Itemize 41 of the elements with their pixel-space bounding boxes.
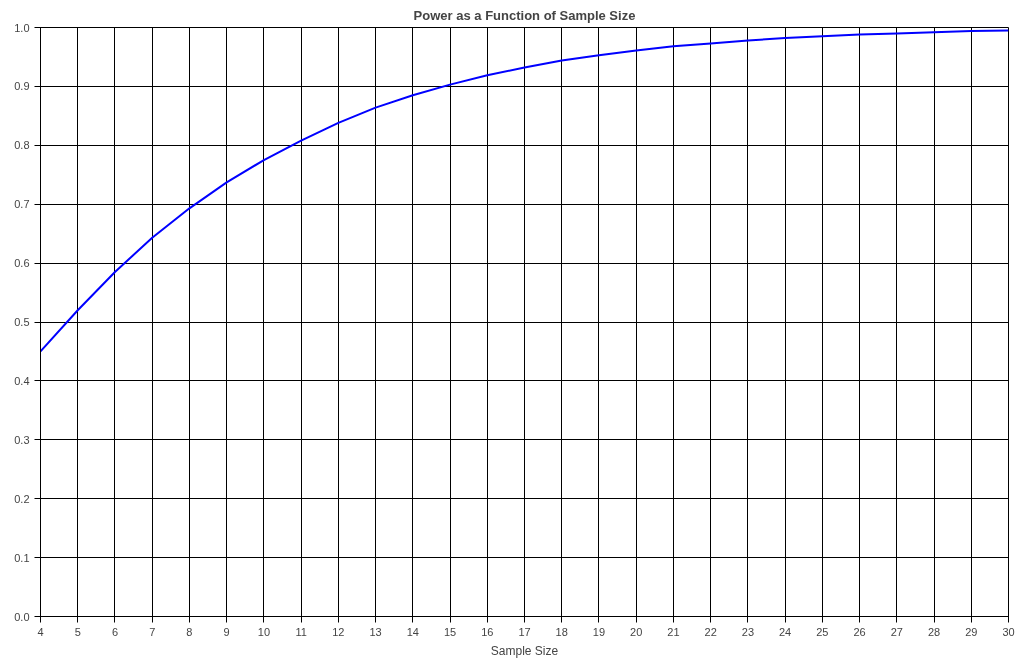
x-tick-label: 17 (518, 625, 531, 638)
x-tick-label: 24 (779, 625, 792, 638)
x-tick-label: 19 (592, 625, 606, 638)
x-tick-label: 4 (37, 625, 44, 638)
x-tick-label: 15 (443, 625, 457, 638)
x-axis-title: Sample Size (490, 643, 559, 658)
y-tick-label: 0.3 (14, 433, 30, 446)
x-tick-label: 5 (74, 625, 81, 638)
y-tick-label: 0.5 (14, 316, 30, 328)
y-tick-label: 0.9 (14, 80, 30, 93)
x-tick-label: 21 (667, 625, 680, 638)
y-tick-label: 0.6 (14, 257, 30, 270)
x-tick-label: 14 (406, 625, 419, 638)
x-tick-label: 25 (816, 625, 829, 638)
y-tick-label: 0.0 (14, 610, 30, 623)
x-tick-label: 22 (704, 625, 717, 638)
x-tick-label: 12 (332, 625, 345, 638)
x-tick-label: 11 (295, 625, 307, 638)
y-tick-label: 1.0 (14, 21, 30, 34)
x-tick-label: 6 (111, 625, 119, 638)
chart-title: Power as a Function of Sample Size (413, 7, 636, 23)
y-tick-label: 0.4 (14, 374, 30, 387)
y-tick-label: 0.1 (14, 551, 30, 564)
line-series (40, 29, 1009, 353)
x-tick-label: 28 (927, 625, 941, 638)
y-tick-label: 0.2 (14, 492, 30, 505)
y-tick-label: 0.8 (14, 139, 30, 152)
x-tick-label: 7 (149, 625, 156, 638)
y-tick-label: 0.7 (14, 198, 30, 211)
x-tick-label: 9 (223, 625, 230, 638)
x-tick-label: 27 (890, 625, 903, 638)
x-tick-label: 23 (741, 625, 755, 638)
x-tick-label: 10 (257, 625, 271, 638)
x-tick-label: 29 (965, 625, 978, 638)
x-tick-label: 8 (186, 625, 193, 638)
x-tick-label: 18 (555, 625, 568, 638)
x-tick-label: 20 (630, 625, 643, 638)
x-tick-label: 30 (1002, 625, 1015, 638)
x-tick-label: 26 (853, 625, 866, 638)
x-tick-label: 13 (369, 625, 382, 638)
x-tick-label: 16 (481, 625, 494, 638)
